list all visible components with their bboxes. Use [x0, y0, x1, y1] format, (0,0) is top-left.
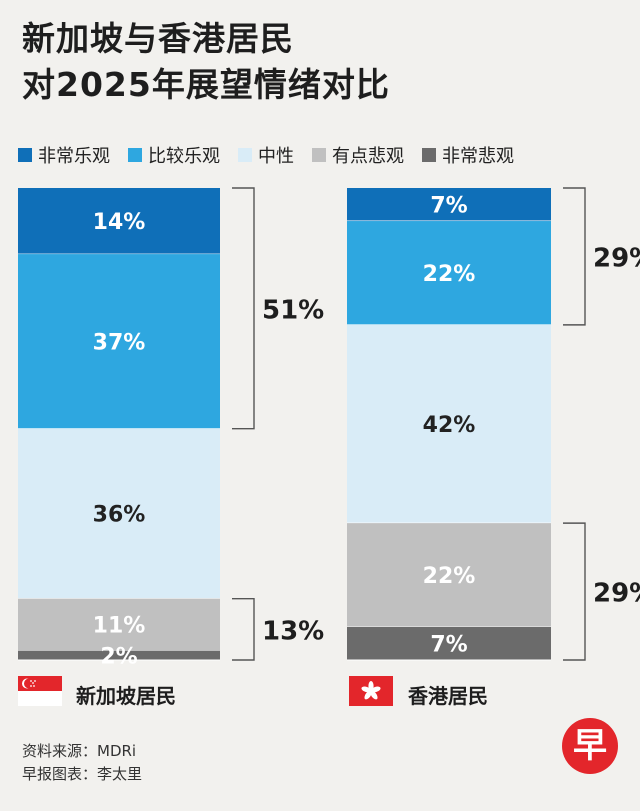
legend: 非常乐观 比较乐观 中性 有点悲观 非常悲观 [18, 142, 532, 168]
legend-swatch [18, 148, 32, 162]
legend-item: 中性 [238, 142, 294, 168]
legend-label: 有点悲观 [332, 146, 404, 167]
legend-item: 比较乐观 [128, 142, 220, 168]
data-label: 36% [93, 503, 146, 528]
place-label-hong-kong: 香港居民 [408, 684, 488, 708]
bar-segment [347, 523, 551, 627]
legend-label: 中性 [258, 146, 294, 167]
legend-label: 非常悲观 [442, 146, 514, 167]
legend-swatch [312, 148, 326, 162]
bracket [563, 522, 586, 661]
data-label: 42% [423, 413, 476, 438]
legend-item: 有点悲观 [312, 142, 404, 168]
bar-segment [18, 650, 220, 660]
chart-title-line2: 对2025年展望情绪对比 [22, 65, 390, 104]
legend-swatch [422, 148, 436, 162]
graphic-credit: 早报图表：李太里 [22, 765, 143, 783]
bar-segment [347, 221, 551, 325]
bar-segment [18, 188, 220, 255]
source-credit: 资料来源：MDRi [22, 742, 137, 760]
bar-segment [347, 324, 551, 524]
singapore-flag-icon [18, 676, 62, 706]
data-label: 22% [423, 564, 476, 589]
bracket-label: 29% [593, 579, 640, 609]
bar-segment [347, 188, 551, 222]
bar-segment [18, 428, 220, 599]
legend-swatch [128, 148, 142, 162]
hong-kong-flag-icon [349, 676, 393, 706]
place-label-singapore: 新加坡居民 [76, 684, 176, 708]
legend-item: 非常悲观 [422, 142, 514, 168]
bar-segment [18, 254, 220, 429]
bracket-label: 13% [262, 616, 324, 646]
legend-label: 比较乐观 [148, 146, 220, 167]
data-label: 7% [430, 194, 467, 219]
bracket-label: 29% [593, 243, 640, 273]
bracket [232, 187, 255, 430]
legend-label: 非常乐观 [38, 146, 110, 167]
data-label: 11% [93, 614, 146, 639]
data-label: 2% [100, 644, 137, 669]
zaobao-logo: 早 [562, 718, 618, 774]
legend-swatch [238, 148, 252, 162]
bar-segment [347, 626, 551, 660]
data-label: 22% [423, 262, 476, 287]
data-label: 14% [93, 210, 146, 235]
bracket [232, 597, 255, 661]
data-label: 37% [93, 330, 146, 355]
bar-segment [18, 598, 220, 651]
bracket-label: 51% [262, 295, 324, 325]
legend-item: 非常乐观 [18, 142, 110, 168]
data-label: 7% [430, 632, 467, 657]
bracket [563, 187, 586, 326]
chart-title-line1: 新加坡与香港居民 [22, 19, 294, 58]
